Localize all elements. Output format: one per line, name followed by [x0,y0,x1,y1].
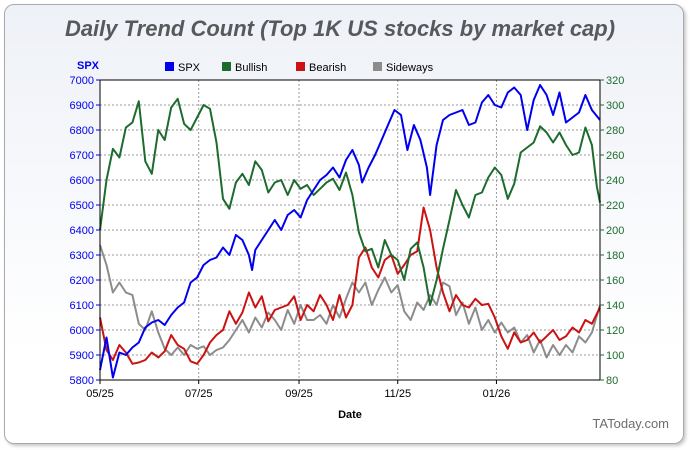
x-tick-label: 01/26 [483,388,511,400]
right-tick-label: 280 [606,125,624,137]
left-axis: 5800 5900 6000 6100 6200 6300 6400 6500 6600 6700… [70,75,100,387]
left-axis-label: SPX [77,60,100,72]
right-tick-label: 240 [606,175,624,187]
right-tick-label: 200 [606,225,624,237]
left-tick-label: 7000 [70,75,94,87]
left-tick-label: 5800 [70,375,94,387]
left-tick-label: 6500 [70,200,94,212]
series-line-bearish [99,206,601,365]
x-tick-label: 07/25 [185,388,213,400]
legend-label-bearish: Bearish [309,62,346,74]
left-tick-label: 6900 [70,100,94,112]
right-tick-label: 180 [606,250,624,262]
right-tick-label: 260 [606,150,624,162]
left-tick-label: 6300 [70,250,94,262]
right-tick-label: 120 [606,325,624,337]
right-tick-label: 80 [606,375,618,387]
left-tick-label: 6200 [70,275,94,287]
right-axis: 80 100 120 140 160 180 200 220 240 260 280 300 320 [600,75,624,387]
left-tick-label: 6000 [70,325,94,337]
left-tick-label: 5900 [70,350,94,362]
x-axis-label: Date [338,409,362,421]
legend-label-bullish: Bullish [235,62,267,74]
left-tick-label: 6700 [70,150,94,162]
series-lines [99,84,601,379]
left-tick-label: 6100 [70,300,94,312]
left-tick-label: 6600 [70,175,94,187]
x-tick-label: 11/25 [384,388,411,400]
legend-swatch-bullish [222,62,231,71]
right-tick-label: 100 [606,350,624,362]
legend-swatch-bearish [296,62,305,71]
right-tick-label: 320 [606,75,624,87]
right-tick-label: 160 [606,275,624,287]
legend-swatch-sideways [373,62,382,71]
right-tick-label: 140 [606,300,624,312]
right-tick-label: 220 [606,200,624,212]
x-axis: 05/25 07/25 09/25 11/25 01/26 [86,380,510,400]
series-line-sideways [99,244,601,359]
legend-label-spx: SPX [178,62,201,74]
x-tick-label: 09/25 [285,388,313,400]
legend-label-sideways: Sideways [386,62,434,74]
chart-legend: SPX Bullish Bearish Sideways [165,62,434,74]
watermark: TAToday.com [592,416,669,431]
legend-swatch-spx [165,62,174,71]
right-tick-label: 300 [606,100,624,112]
series-line-spx [99,84,601,379]
x-tick-label: 05/25 [86,388,114,400]
left-tick-label: 6400 [70,225,94,237]
left-tick-label: 6800 [70,125,94,137]
chart-title: Daily Trend Count (Top 1K US stocks by m… [65,16,615,41]
series-line-bullish [99,97,601,306]
